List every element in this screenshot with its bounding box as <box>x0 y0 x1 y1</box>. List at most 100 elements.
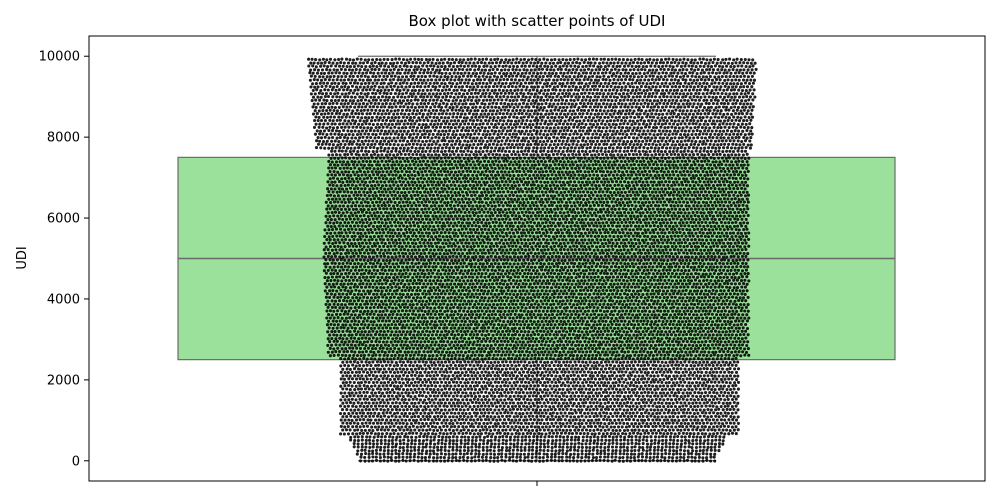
scatter-point <box>712 309 716 313</box>
scatter-point <box>369 326 373 330</box>
scatter-point <box>680 435 684 439</box>
scatter-point <box>616 411 620 415</box>
scatter-point <box>631 404 635 408</box>
scatter-point <box>546 445 550 449</box>
scatter-point <box>729 394 733 398</box>
scatter-point <box>382 330 386 334</box>
scatter-point <box>376 313 380 317</box>
scatter-point <box>509 442 513 446</box>
scatter-point <box>437 343 441 347</box>
scatter-point <box>420 456 424 460</box>
scatter-point <box>380 313 384 317</box>
scatter-point <box>373 357 377 361</box>
scatter-point <box>325 309 329 313</box>
scatter-point <box>410 343 414 347</box>
scatter-point <box>398 421 402 425</box>
scatter-point <box>485 415 489 419</box>
scatter-point <box>365 431 370 435</box>
scatter-point <box>430 390 435 394</box>
scatter-point <box>730 370 734 374</box>
scatter-point <box>677 326 681 330</box>
scatter-point <box>361 319 365 324</box>
scatter-point <box>558 374 562 378</box>
scatter-point <box>544 363 548 368</box>
scatter-point <box>470 336 475 340</box>
scatter-point <box>391 401 395 405</box>
scatter-point <box>537 340 541 344</box>
scatter-point <box>610 347 614 351</box>
scatter-point <box>579 309 583 313</box>
scatter-point <box>655 370 659 374</box>
scatter-point <box>645 408 649 412</box>
scatter-point <box>656 330 660 334</box>
scatter-point <box>689 418 693 422</box>
scatter-point <box>634 438 638 442</box>
scatter-point <box>428 445 432 449</box>
scatter-point <box>615 350 619 354</box>
scatter-point <box>506 370 510 375</box>
scatter-point <box>451 435 455 439</box>
scatter-point <box>734 370 739 374</box>
scatter-point <box>705 452 709 456</box>
scatter-point <box>359 452 364 456</box>
scatter-point <box>603 445 607 450</box>
scatter-point <box>574 398 578 402</box>
scatter-point <box>648 316 652 320</box>
scatter-point <box>589 391 594 395</box>
scatter-point <box>681 363 685 367</box>
scatter-point <box>633 459 637 463</box>
scatter-point <box>549 347 553 351</box>
scatter-point <box>586 405 590 409</box>
scatter-point <box>408 411 412 415</box>
scatter-point <box>603 414 607 418</box>
scatter-point <box>508 316 512 320</box>
scatter-point <box>690 452 694 456</box>
scatter-point <box>537 411 541 415</box>
scatter-point <box>595 448 599 453</box>
scatter-point <box>398 337 402 341</box>
scatter-point <box>691 439 695 443</box>
scatter-point <box>461 417 465 422</box>
scatter-point <box>622 373 626 377</box>
scatter-point <box>719 397 723 401</box>
scatter-point <box>646 425 651 429</box>
scatter-point <box>394 445 398 449</box>
scatter-point <box>432 367 436 371</box>
scatter-point <box>448 441 452 446</box>
scatter-point <box>501 434 505 439</box>
scatter-point <box>662 347 667 351</box>
scatter-point <box>376 435 380 439</box>
scatter-point <box>530 459 534 463</box>
scatter-point <box>457 377 461 381</box>
scatter-point <box>504 408 508 412</box>
scatter-point <box>348 401 353 405</box>
scatter-point <box>532 371 537 375</box>
scatter-point <box>643 347 647 351</box>
scatter-point <box>427 309 431 313</box>
scatter-point <box>477 449 481 453</box>
scatter-point <box>679 374 683 378</box>
scatter-point <box>652 322 656 326</box>
scatter-point <box>330 299 334 303</box>
scatter-point <box>349 306 353 310</box>
scatter-point <box>645 438 649 443</box>
scatter-point <box>386 336 390 340</box>
scatter-point <box>396 397 400 401</box>
scatter-point <box>353 313 357 317</box>
scatter-point <box>739 309 743 313</box>
scatter-point <box>348 394 352 398</box>
scatter-point <box>382 449 386 453</box>
scatter-point <box>636 302 640 307</box>
scatter-point <box>579 390 583 394</box>
scatter-point <box>704 417 708 422</box>
scatter-point <box>574 343 578 348</box>
scatter-point <box>451 360 455 364</box>
scatter-point <box>502 377 506 381</box>
scatter-point <box>642 313 646 317</box>
scatter-point <box>368 395 372 399</box>
scatter-point <box>348 323 352 327</box>
scatter-point <box>588 360 592 364</box>
scatter-point <box>397 353 401 357</box>
scatter-point <box>469 310 473 314</box>
scatter-point <box>572 456 576 460</box>
